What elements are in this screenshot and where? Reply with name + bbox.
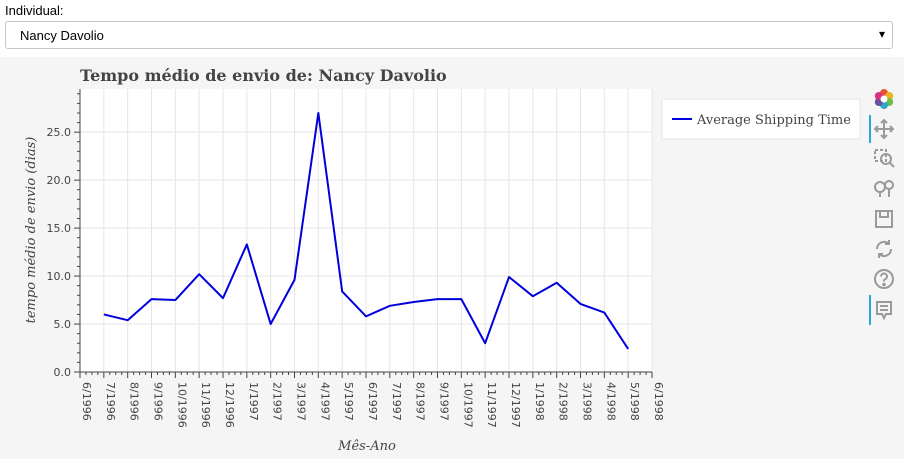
x-tick-label: 5/1997 (342, 382, 355, 421)
help-icon[interactable] (872, 267, 896, 291)
x-tick-label: 2/1997 (271, 382, 284, 421)
pan-active-indicator (869, 115, 871, 143)
x-tick-label: 9/1996 (152, 382, 165, 421)
y-tick-label: 5.0 (54, 318, 72, 331)
x-tick-label: 9/1997 (438, 382, 451, 421)
bokeh-logo-icon[interactable] (872, 87, 896, 111)
y-tick-label: 15.0 (47, 222, 72, 235)
x-tick-label: 3/1997 (295, 382, 308, 421)
x-tick-label: 10/1997 (461, 382, 474, 428)
y-tick-label: 0.0 (54, 366, 72, 379)
x-tick-label: 11/1997 (485, 382, 498, 428)
chart-title: Tempo médio de envio de: Nancy Davolio (80, 66, 447, 85)
x-tick-label: 10/1996 (175, 382, 188, 428)
reset-icon[interactable] (872, 237, 896, 261)
x-tick-label: 6/1996 (80, 382, 93, 421)
hover-icon[interactable] (872, 298, 896, 322)
x-tick-label: 8/1997 (414, 382, 427, 421)
wheel-zoom-icon[interactable] (872, 177, 896, 201)
x-tick-label: 12/1997 (509, 382, 522, 428)
x-tick-label: 1/1998 (533, 382, 546, 421)
save-icon[interactable] (872, 207, 896, 231)
x-tick-label: 4/1998 (604, 382, 617, 421)
x-tick-label: 6/1998 (652, 382, 665, 421)
x-tick-label: 6/1997 (366, 382, 379, 421)
individual-label: Individual: (5, 3, 64, 18)
x-tick-label: 3/1998 (581, 382, 594, 421)
x-tick-label: 2/1998 (557, 382, 570, 421)
x-tick-label: 11/1996 (199, 382, 212, 428)
x-tick-label: 8/1996 (128, 382, 141, 421)
x-tick-label: 1/1997 (247, 382, 260, 421)
box-zoom-icon[interactable] (872, 147, 896, 171)
y-tick-label: 20.0 (47, 174, 72, 187)
pan-icon[interactable] (872, 117, 896, 141)
x-tick-label: 4/1997 (318, 382, 331, 421)
x-tick-label: 5/1998 (628, 382, 641, 421)
legend-label: Average Shipping Time (696, 113, 851, 128)
individual-select[interactable]: Nancy Davolio ▾ (5, 21, 893, 49)
x-axis-label: Mês-Ano (337, 439, 396, 454)
y-axis-label: tempo médio de envio (dias) (24, 137, 39, 324)
x-tick-label: 12/1996 (223, 382, 236, 428)
x-tick-label: 7/1996 (104, 382, 117, 421)
individual-select-value: Nancy Davolio (20, 28, 104, 43)
x-tick-label: 7/1997 (390, 382, 403, 421)
hover-active-indicator (869, 295, 871, 325)
chevron-down-icon: ▾ (878, 27, 885, 41)
chart-toolbar (866, 85, 902, 335)
legend: Average Shipping Time (661, 98, 861, 140)
series-line-average-shipping-time (103, 111, 630, 350)
y-tick-label: 10.0 (47, 270, 72, 283)
y-tick-label: 25.0 (47, 126, 72, 139)
